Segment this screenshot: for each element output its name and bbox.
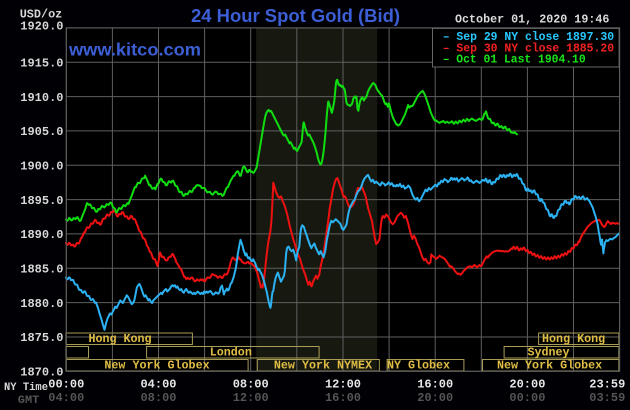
svg-text:New York Globex: New York Globex	[104, 359, 209, 373]
svg-text:20:00: 20:00	[509, 377, 545, 391]
svg-text:1880.0: 1880.0	[20, 297, 63, 311]
svg-text:03:59: 03:59	[589, 391, 625, 405]
svg-text:04:00: 04:00	[140, 377, 176, 391]
svg-text:Hong Kong: Hong Kong	[542, 332, 605, 346]
svg-text:16:00: 16:00	[417, 377, 453, 391]
svg-text:New York Globex: New York Globex	[497, 359, 602, 373]
svg-text:1895.0: 1895.0	[20, 194, 63, 208]
svg-text:08:00: 08:00	[140, 391, 176, 405]
svg-text:– Sep 30 NY close 1885.20: – Sep 30 NY close 1885.20	[443, 42, 614, 55]
svg-text:GMT: GMT	[18, 395, 40, 407]
svg-text:USD/oz: USD/oz	[20, 8, 63, 22]
svg-text:– Oct 01 Last 1904.10: – Oct 01 Last 1904.10	[443, 54, 586, 67]
svg-text:12:00: 12:00	[233, 391, 269, 405]
svg-text:1915.0: 1915.0	[20, 56, 63, 70]
svg-text:12:00: 12:00	[325, 377, 361, 391]
svg-text:00:00: 00:00	[509, 391, 545, 405]
svg-text:October 01, 2020 19:46: October 01, 2020 19:46	[455, 14, 609, 27]
svg-text:New York NYMEX: New York NYMEX	[274, 359, 373, 373]
svg-text:1920.0: 1920.0	[20, 19, 63, 33]
svg-text:23:59: 23:59	[589, 377, 625, 391]
svg-text:Hong Kong: Hong Kong	[88, 332, 151, 346]
svg-text:04:00: 04:00	[48, 391, 84, 405]
svg-text:London: London	[210, 346, 252, 360]
svg-text:00:00: 00:00	[48, 377, 84, 391]
svg-text:NY Globex: NY Globex	[387, 359, 450, 373]
svg-text:16:00: 16:00	[325, 391, 361, 405]
svg-text:24 Hour Spot Gold (Bid): 24 Hour Spot Gold (Bid)	[191, 6, 400, 26]
svg-text:08:00: 08:00	[233, 377, 269, 391]
svg-text:1885.0: 1885.0	[20, 263, 63, 277]
svg-text:1910.0: 1910.0	[20, 91, 63, 105]
svg-text:1900.0: 1900.0	[20, 160, 63, 174]
svg-text:Sydney: Sydney	[527, 346, 569, 360]
svg-text:1875.0: 1875.0	[20, 331, 63, 345]
svg-text:1905.0: 1905.0	[20, 125, 63, 139]
svg-text:1870.0: 1870.0	[20, 366, 63, 380]
svg-text:20:00: 20:00	[417, 391, 453, 405]
svg-text:www.kitco.com: www.kitco.com	[68, 40, 201, 60]
svg-text:– Sep 29 NY close 1897.30: – Sep 29 NY close 1897.30	[443, 31, 614, 44]
svg-text:1890.0: 1890.0	[20, 228, 63, 242]
svg-text:NY Time: NY Time	[4, 382, 48, 394]
